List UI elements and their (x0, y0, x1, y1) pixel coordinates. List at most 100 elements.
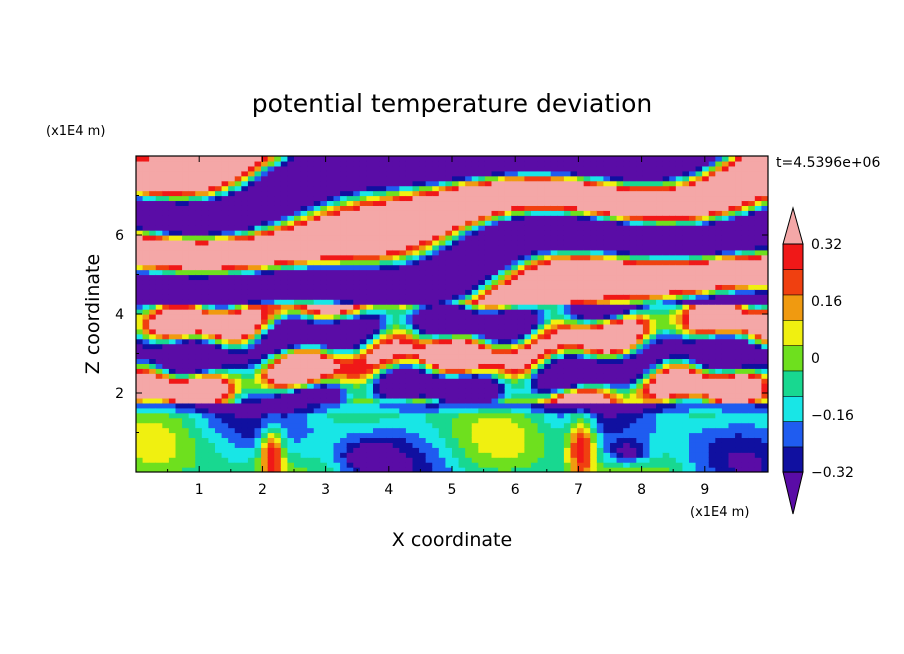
field-cell (425, 412, 433, 419)
field-cell (254, 244, 262, 251)
field-cell (392, 185, 400, 192)
field-cell (511, 200, 519, 206)
field-cell (208, 447, 216, 453)
field-cell (603, 442, 611, 448)
field-cell (550, 397, 558, 404)
field-cell (577, 190, 585, 197)
field-cell (326, 190, 335, 197)
field-cell (471, 170, 479, 177)
field-cell (346, 200, 354, 206)
field-cell (425, 220, 433, 226)
field-cell (254, 279, 262, 285)
field-cell (221, 170, 229, 177)
field-cell (537, 467, 545, 472)
field-cell (313, 235, 321, 241)
field-cell (379, 393, 387, 399)
field-cell (570, 269, 578, 276)
field-cell (247, 160, 256, 167)
field-cell (188, 299, 196, 305)
field-cell (333, 338, 341, 345)
field-cell (373, 195, 381, 202)
field-cell (261, 348, 269, 355)
field-cell (550, 304, 558, 310)
field-cell (636, 397, 644, 404)
field-cell (353, 417, 361, 424)
field-cell (346, 289, 354, 295)
field-cell (247, 170, 256, 177)
field-cell (241, 259, 249, 266)
field-cell (603, 457, 611, 463)
field-cell (359, 422, 368, 429)
field-cell (438, 239, 447, 246)
field-cell (412, 368, 420, 374)
field-cell (175, 156, 183, 162)
field-cell (583, 318, 591, 325)
field-cell (386, 412, 394, 419)
field-cell (432, 447, 440, 453)
field-cell (162, 185, 170, 192)
field-cell (517, 467, 526, 472)
field-cell (287, 422, 295, 429)
field-cell (215, 165, 223, 172)
field-cell (557, 274, 565, 281)
field-cell (274, 185, 282, 192)
field-cell (419, 309, 427, 315)
field-cell (195, 274, 203, 281)
field-cell (366, 279, 374, 285)
field-cell (544, 358, 552, 364)
field-cell (241, 383, 249, 389)
field-cell (247, 259, 256, 266)
field-cell (215, 180, 223, 187)
field-cell (524, 378, 532, 384)
field-cell (168, 373, 177, 379)
field-cell (359, 269, 368, 276)
field-cell (346, 417, 354, 424)
field-cell (247, 264, 256, 271)
y-axis-label: Z coordinate (82, 254, 104, 374)
field-cell (412, 457, 420, 463)
field-cell (616, 200, 624, 206)
field-cell (287, 180, 295, 187)
field-cell (570, 338, 578, 345)
field-cell (392, 363, 400, 369)
field-cell (261, 353, 269, 360)
field-cell (373, 388, 381, 394)
field-cell (155, 225, 163, 231)
field-cell (537, 279, 545, 285)
field-cell (182, 353, 190, 360)
field-cell (405, 304, 414, 310)
field-cell (201, 393, 210, 399)
field-cell (636, 333, 644, 340)
field-cell (557, 378, 565, 384)
field-cell (386, 165, 394, 172)
field-cell (300, 338, 308, 345)
field-cell (412, 314, 420, 320)
field-cell (524, 195, 532, 202)
field-cell (596, 220, 605, 226)
field-cell (294, 185, 302, 192)
field-cell (623, 407, 631, 414)
field-cell (136, 225, 144, 231)
field-cell (636, 210, 644, 216)
field-cell (425, 274, 433, 281)
field-cell (340, 175, 348, 182)
field-cell (353, 397, 361, 404)
field-cell (366, 338, 374, 345)
field-cell (504, 393, 512, 399)
field-cell (465, 402, 473, 409)
field-cell (208, 200, 216, 206)
field-cell (458, 333, 466, 340)
field-cell (234, 358, 242, 364)
field-cell (247, 447, 256, 453)
field-cell (188, 264, 196, 271)
field-cell (221, 393, 229, 399)
field-cell (438, 442, 447, 448)
field-cell (452, 210, 460, 216)
field-cell (577, 289, 585, 295)
field-cell (504, 338, 512, 345)
field-cell (182, 294, 190, 300)
field-cell (603, 388, 611, 394)
field-cell (346, 333, 354, 340)
field-cell (550, 185, 558, 192)
field-cell (228, 338, 236, 345)
